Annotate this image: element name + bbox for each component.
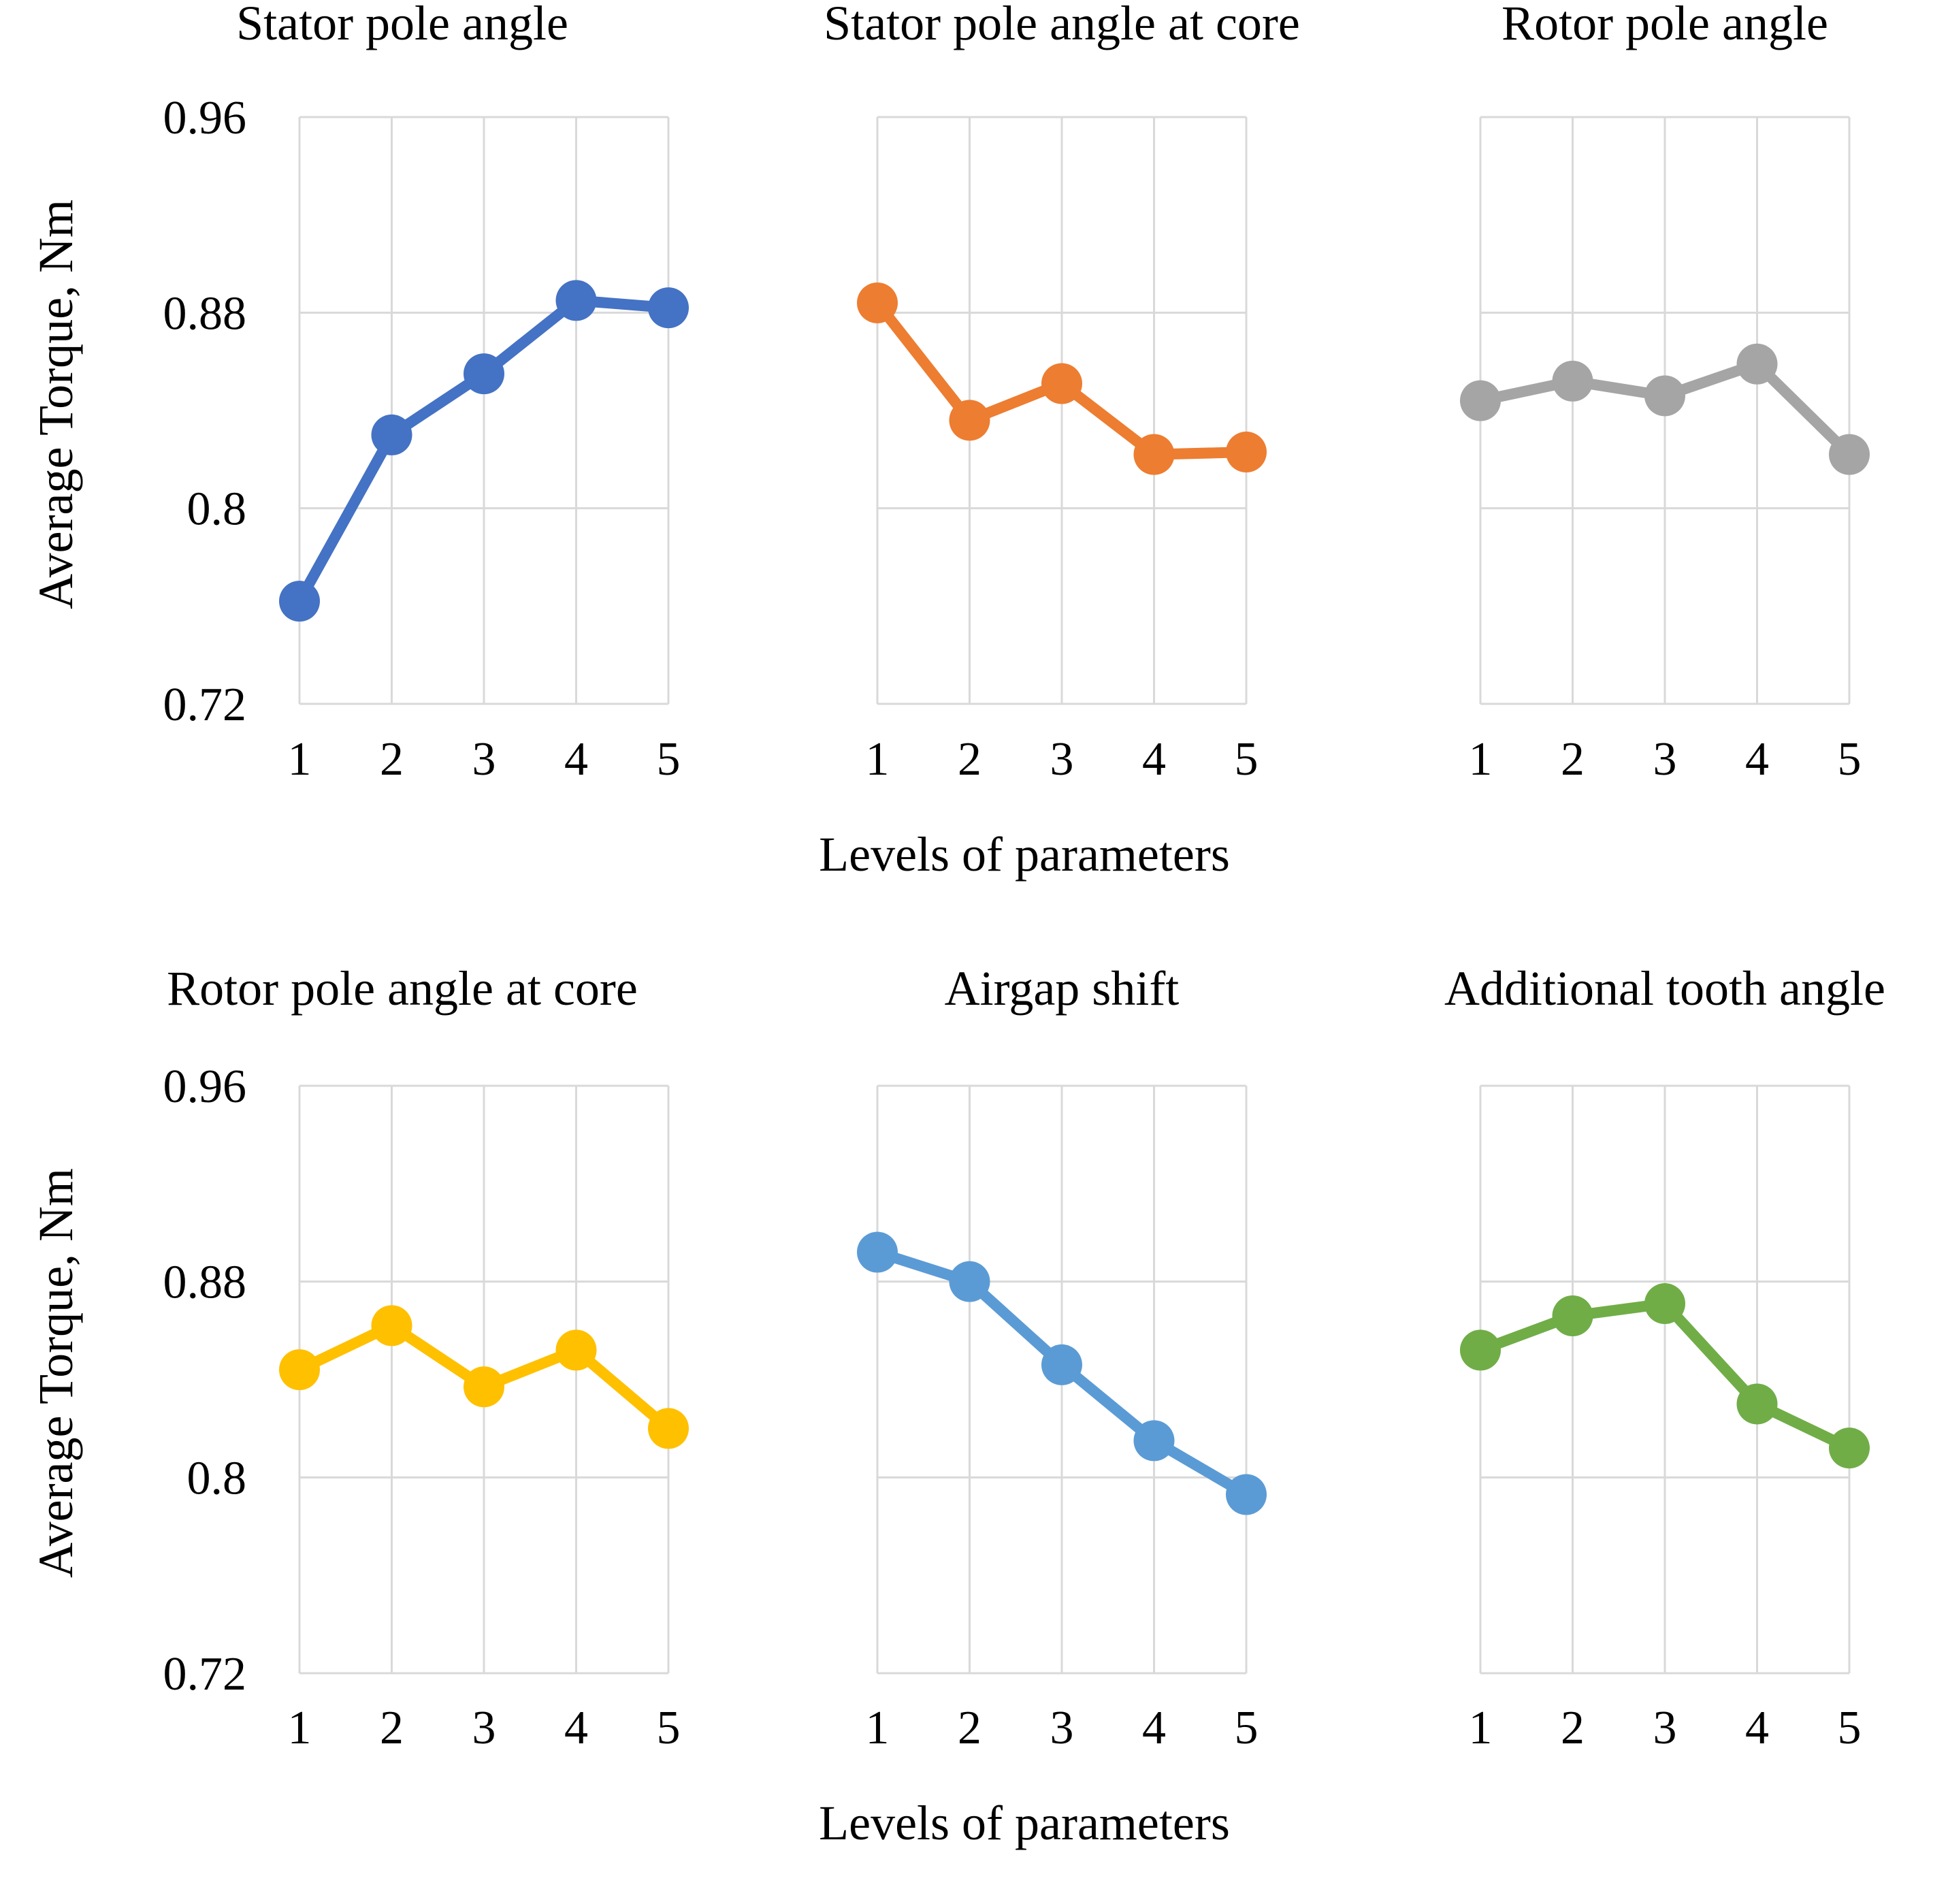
x-tick-label: 1	[866, 1702, 890, 1754]
data-point	[857, 282, 898, 323]
x-axis-title: Levels of parameters	[819, 827, 1230, 882]
panel-additional-tooth-angle: Additional tooth angle 1 2 3 4 5	[1444, 961, 1885, 1754]
data-point	[949, 400, 990, 441]
data-point	[648, 1408, 689, 1449]
x-tick-label: 3	[472, 1702, 496, 1754]
data-point	[555, 1329, 597, 1371]
panel-title: Rotor pole angle	[1501, 0, 1828, 50]
data-point	[1460, 380, 1501, 421]
y-tick-label: 0.8	[187, 1452, 247, 1504]
x-tick-label: 2	[1561, 1702, 1585, 1754]
y-tick-label: 0.72	[163, 1648, 247, 1700]
panel-title: Rotor pole angle at core	[167, 961, 638, 1016]
data-point	[1552, 360, 1593, 402]
x-tick-label: 2	[1561, 733, 1585, 786]
x-tick-label: 4	[564, 1702, 588, 1754]
panel-stator-pole-angle: Stator pole angle 1 2 3 4 5 0.96 0.88 0.8 0.72 Ave…	[29, 0, 689, 786]
data-point	[1460, 1329, 1501, 1371]
x-tick-label: 4	[1745, 1702, 1769, 1754]
x-tick-label: 3	[1653, 733, 1677, 786]
x-tick-label: 1	[866, 733, 890, 786]
x-tick-label: 4	[1142, 1702, 1166, 1754]
x-tick-label: 5	[657, 1702, 681, 1754]
data-point	[555, 280, 597, 321]
data-point	[1829, 1427, 1870, 1469]
data-point	[648, 287, 689, 329]
data-point	[1552, 1295, 1593, 1337]
x-tick-label: 4	[564, 733, 588, 786]
data-point	[464, 1366, 504, 1408]
y-tick-label: 0.88	[163, 287, 247, 340]
panel-title: Stator pole angle	[236, 0, 568, 50]
x-tick-label: 2	[380, 733, 404, 786]
x-tick-label: 2	[958, 1702, 981, 1754]
y-tick-label: 0.72	[163, 679, 247, 731]
data-point	[1829, 434, 1870, 475]
x-tick-label: 1	[1469, 733, 1493, 786]
data-point	[1226, 432, 1267, 473]
x-tick-label: 5	[657, 733, 681, 786]
y-axis-title: Average Torque, Nm	[29, 1168, 83, 1578]
panel-title: Stator pole angle at core	[824, 0, 1300, 50]
x-axis-title: Levels of parameters	[819, 1796, 1230, 1850]
data-point	[1041, 1344, 1082, 1385]
x-tick-label: 3	[472, 733, 496, 786]
y-tick-label: 0.88	[163, 1257, 247, 1309]
x-tick-label: 4	[1745, 733, 1769, 786]
x-tick-label: 1	[288, 1702, 312, 1754]
data-point	[1226, 1474, 1267, 1515]
panel-title: Additional tooth angle	[1444, 961, 1885, 1016]
data-point	[279, 581, 320, 622]
panel-title: Airgap shift	[945, 961, 1180, 1016]
x-tick-label: 4	[1142, 733, 1166, 786]
data-point	[1736, 1383, 1778, 1425]
data-point	[857, 1231, 898, 1273]
x-tick-label: 3	[1050, 733, 1074, 786]
x-tick-label: 2	[958, 733, 981, 786]
data-point	[1644, 375, 1685, 417]
x-tick-label: 5	[1235, 733, 1259, 786]
x-tick-label: 1	[288, 733, 312, 786]
x-tick-label: 3	[1050, 1702, 1074, 1754]
x-tick-label: 5	[1235, 1702, 1259, 1754]
x-tick-label: 1	[1469, 1702, 1493, 1754]
x-tick-label: 3	[1653, 1702, 1677, 1754]
x-tick-label: 5	[1838, 733, 1862, 786]
y-tick-label: 0.96	[163, 1061, 247, 1113]
y-axis-title: Average Torque, Nm	[29, 199, 83, 609]
panel-rotor-pole-angle-at-core: Rotor pole angle at core 1 2 3 4 5 0.96 0.88 0.8…	[29, 961, 689, 1754]
panel-rotor-pole-angle: Rotor pole angle 1 2 3 4 5	[1460, 0, 1870, 786]
data-point	[1133, 1420, 1175, 1462]
data-point	[949, 1261, 990, 1302]
data-point	[464, 353, 504, 395]
y-tick-label: 0.8	[187, 483, 247, 536]
y-tick-label: 0.96	[163, 92, 247, 144]
data-point	[1041, 363, 1082, 404]
data-point	[1133, 434, 1175, 475]
x-tick-label: 5	[1838, 1702, 1862, 1754]
data-point	[1644, 1283, 1685, 1325]
data-point	[1736, 343, 1778, 385]
data-point	[371, 414, 412, 455]
x-tick-label: 2	[380, 1702, 404, 1754]
data-point	[279, 1349, 320, 1391]
data-point	[371, 1305, 412, 1346]
